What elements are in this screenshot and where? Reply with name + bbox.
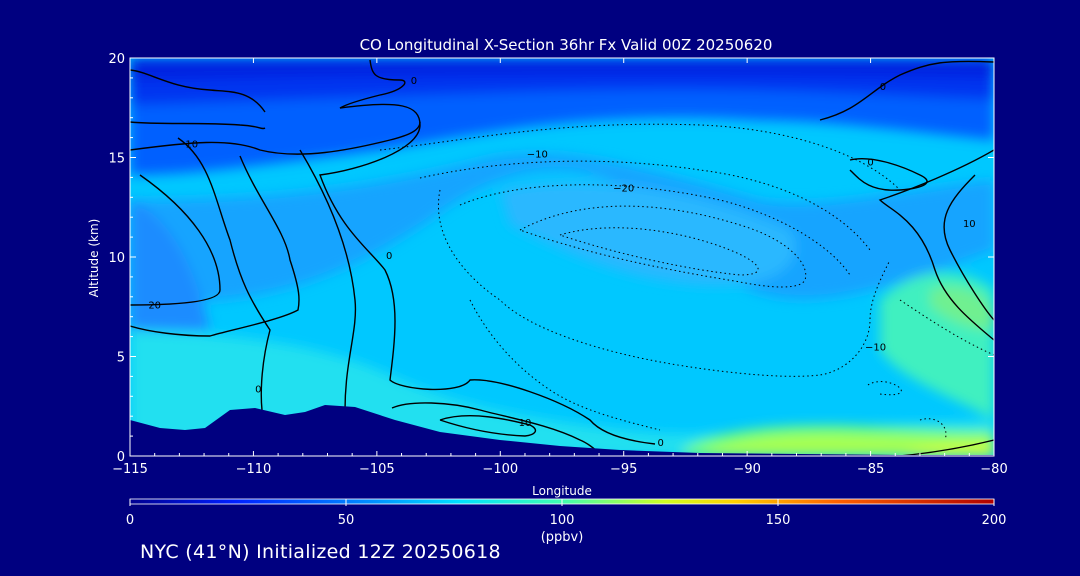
y-tick-label: 10	[108, 251, 125, 266]
contour-label: 10	[963, 219, 976, 230]
x-tick-label: −95	[610, 462, 637, 477]
x-tick-label: −85	[857, 462, 884, 477]
x-tick-label: −100	[482, 462, 518, 477]
y-tick-label: 0	[117, 450, 125, 465]
x-tick-label: −90	[733, 462, 760, 477]
contour-lines-dotted	[379, 123, 994, 441]
x-axis: −115 −110 −105 −100 −95 −90 −85 −80	[112, 58, 1008, 477]
contour-lines-solid	[130, 59, 994, 456]
colorbar-tick-label: 200	[982, 513, 1007, 528]
colorbar-tick-label: 100	[550, 513, 575, 528]
colorbar-ticks: 0 50 100 150 200	[126, 499, 1007, 528]
contour-labels: 0 0 10 −10 0 −20 0 10 20 −10 0 10 0	[148, 76, 975, 449]
x-tick-label: −110	[236, 462, 272, 477]
chart-title: CO Longitudinal X-Section 36hr Fx Valid …	[360, 36, 773, 54]
terrain	[130, 405, 994, 456]
contour-label: −10	[865, 343, 886, 354]
y-tick-label: 15	[108, 152, 125, 167]
contour-label: 0	[386, 251, 392, 262]
y-axis-label: Altitude (km)	[87, 219, 101, 298]
contour-label: 0	[411, 76, 417, 87]
y-tick-label: 20	[108, 52, 125, 67]
x-tick-label: −115	[112, 462, 148, 477]
contour-label: −10	[527, 150, 548, 161]
contour-label: −20	[613, 183, 634, 194]
colorbar-tick-label: 150	[766, 513, 791, 528]
colorbar-tick-label: 0	[126, 513, 134, 528]
contour-label: 10	[185, 140, 198, 151]
colorbar-tick-label: 50	[338, 513, 355, 528]
contour-label: 0	[867, 157, 873, 168]
contour-label: 10	[519, 418, 532, 429]
initialization-footer: NYC (41°N) Initialized 12Z 20250618	[140, 541, 501, 563]
contour-label: 0	[658, 438, 664, 449]
x-axis-label: Longitude	[532, 484, 592, 498]
co-field	[130, 58, 994, 456]
x-tick-label: −105	[359, 462, 395, 477]
contour-label: 20	[148, 301, 161, 312]
colorbar-unit-label: (ppbv)	[541, 530, 584, 545]
y-axis: 0 5 10 15 20	[108, 52, 994, 465]
y-tick-label: 5	[117, 351, 125, 366]
x-tick-label: −80	[980, 462, 1007, 477]
contour-label: 0	[255, 384, 261, 395]
contour-label: 0	[880, 82, 886, 93]
colorbar: 0 50 100 150 200 (ppbv)	[126, 498, 1007, 545]
